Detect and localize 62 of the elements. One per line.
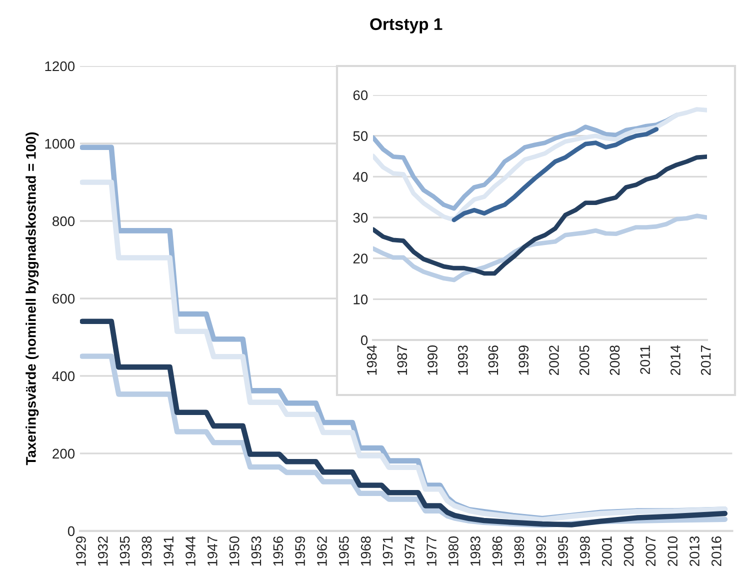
x-tick-label: 1935 — [120, 536, 130, 566]
x-tick-label: 1986 — [492, 536, 502, 566]
x-tick-label: 1950 — [229, 536, 240, 566]
y-tick-label: 60 — [353, 90, 368, 100]
x-tick-label: 2005 — [579, 345, 590, 376]
x-tick-label: 2008 — [610, 345, 620, 376]
x-tick-label: 1941 — [164, 536, 174, 566]
y-tick-label: 20 — [353, 254, 368, 264]
y-tick-label: 200 — [52, 448, 75, 459]
y-tick-label: 0 — [68, 526, 75, 536]
x-tick-label: 1974 — [404, 536, 415, 566]
y-tick-label: 1200 — [45, 61, 75, 72]
x-tick-label: 1929 — [76, 536, 86, 566]
x-tick-label: 2017 — [700, 346, 711, 376]
x-tick-label: 1980 — [448, 536, 458, 566]
x-tick-label: 1962 — [317, 536, 327, 566]
x-tick-label: 1971 — [382, 536, 393, 566]
x-tick-label: 1977 — [426, 536, 436, 566]
x-tick-label: 1968 — [360, 536, 371, 566]
line-series — [373, 214, 707, 282]
chart-title: Ortstyp 1 — [370, 18, 442, 34]
x-tick-label: 2007 — [646, 536, 656, 566]
x-tick-label: 1959 — [295, 536, 306, 566]
y-tick-label: 10 — [354, 294, 368, 304]
y-tick-label: 0 — [360, 335, 368, 346]
x-tick-label: 2004 — [624, 536, 634, 566]
x-tick-label: 1989 — [514, 536, 524, 566]
x-tick-label: 1999 — [518, 346, 529, 375]
x-tick-label: 1998 — [580, 536, 590, 566]
x-tick-label: 1938 — [142, 536, 152, 566]
x-tick-label: 2016 — [711, 536, 722, 566]
x-tick-label: 2013 — [690, 536, 700, 566]
x-tick-label: 1956 — [273, 536, 284, 566]
x-tick-label: 1953 — [251, 536, 262, 566]
x-tick-label: 1987 — [397, 346, 408, 375]
x-tick-label: 2010 — [668, 536, 678, 566]
y-tick-label: 600 — [52, 294, 75, 304]
line-series — [452, 127, 659, 222]
x-tick-label: 1990 — [428, 345, 438, 375]
y-tick-label: 50 — [353, 131, 368, 142]
x-tick-label: 1993 — [458, 345, 468, 375]
x-tick-label: 2002 — [549, 346, 559, 376]
x-tick-label: 1983 — [470, 536, 480, 566]
x-tick-label: 1992 — [536, 536, 546, 566]
x-tick-label: 2014 — [670, 345, 680, 376]
line-series — [373, 154, 707, 276]
x-tick-label: 2011 — [640, 346, 650, 374]
y-tick-label: 1000 — [45, 138, 75, 149]
x-tick-label: 1965 — [338, 536, 349, 566]
y-tick-label: 40 — [353, 172, 368, 182]
line-series — [373, 107, 707, 222]
x-tick-label: 1984 — [366, 345, 377, 375]
x-tick-label: 1947 — [208, 536, 218, 566]
y-axis-title: Taxeringsvärde (nominell byggnadskostnad = 100) — [26, 132, 39, 466]
x-tick-label: 1932 — [98, 536, 108, 566]
x-tick-label: 1944 — [186, 536, 196, 566]
y-tick-label: 400 — [52, 371, 75, 382]
y-tick-label: 30 — [353, 212, 368, 223]
x-tick-label: 1995 — [558, 536, 568, 566]
y-tick-label: 800 — [52, 216, 75, 226]
x-tick-label: 2001 — [602, 536, 612, 566]
x-tick-label: 1996 — [488, 345, 498, 375]
